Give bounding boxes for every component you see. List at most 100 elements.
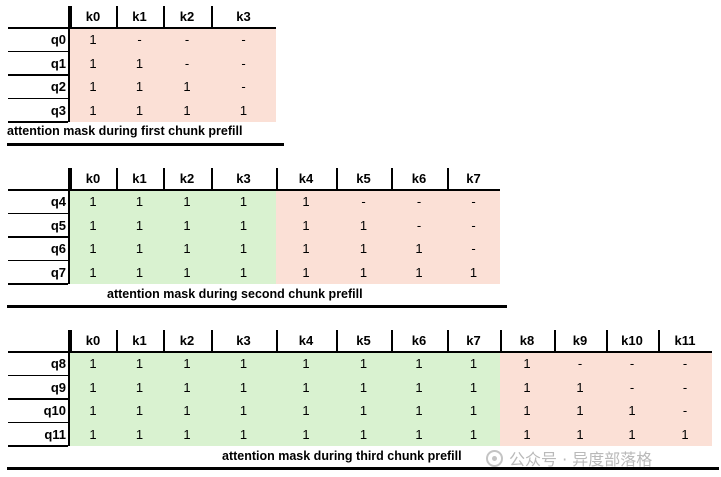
- mask-cell: 1: [359, 241, 368, 256]
- mask-cell: 1: [89, 241, 97, 256]
- mask-cell: 1: [183, 356, 191, 371]
- mask-cell: 1: [302, 426, 310, 442]
- table-caption: attention mask during second chunk prefi…: [107, 287, 363, 301]
- mask-cell: 1: [415, 426, 423, 442]
- header-separator: [211, 6, 213, 28]
- mask-cell: 1: [415, 379, 423, 395]
- column-header: k8: [519, 333, 535, 348]
- mask-cell: 1: [469, 403, 478, 418]
- mask-cell: -: [184, 32, 190, 47]
- row-separator: [8, 50, 68, 52]
- wechat-official-account-icon: [486, 449, 503, 467]
- column-header: k5: [356, 171, 371, 186]
- column-header: k11: [674, 333, 696, 348]
- mask-cell: 1: [523, 379, 531, 395]
- header-separator: [163, 6, 165, 28]
- mask-cell: 1: [302, 379, 310, 395]
- column-header: k10: [621, 333, 643, 348]
- row-label-border: [68, 330, 70, 446]
- column-header: k1: [132, 333, 147, 348]
- mask-cell: 1: [239, 379, 248, 395]
- column-header: k6: [411, 171, 427, 186]
- mask-cell: 1: [302, 217, 310, 233]
- header-separator: [336, 330, 338, 352]
- mask-cell: 1: [469, 426, 478, 442]
- header-separator: [447, 168, 449, 190]
- table-caption: attention mask during first chunk prefil…: [7, 124, 243, 138]
- mask-cell: 1: [183, 379, 191, 395]
- mask-cell: 1: [239, 426, 248, 442]
- mask-cell: 1: [135, 379, 144, 395]
- table-bottom-rule: [7, 467, 719, 470]
- mask-cell: 1: [359, 264, 368, 280]
- mask-cell: 1: [183, 79, 191, 94]
- context-region: [70, 352, 500, 446]
- mask-cell: 1: [135, 264, 144, 280]
- column-header: k3: [236, 171, 251, 186]
- mask-cell: 1: [302, 241, 310, 256]
- mask-cell: 1: [135, 194, 144, 209]
- mask-cell: -: [682, 356, 688, 371]
- mask-cell: 1: [359, 379, 368, 395]
- mask-cell: 1: [239, 102, 248, 118]
- row-separator: [8, 259, 68, 261]
- header-separator: [554, 330, 556, 352]
- column-header: k0: [85, 333, 101, 348]
- table-bottom-rule: [7, 143, 284, 146]
- mask-cell: -: [629, 356, 635, 371]
- header-separator: [391, 330, 393, 352]
- mask-cell: 1: [576, 426, 584, 442]
- mask-cell: -: [241, 79, 246, 94]
- row-separator: [8, 97, 68, 99]
- mask-cell: 1: [183, 217, 191, 233]
- mask-cell: 1: [302, 403, 310, 418]
- column-header: k4: [298, 171, 314, 186]
- mask-cell: 1: [135, 356, 144, 371]
- mask-cell: 1: [183, 426, 191, 442]
- mask-cell: 1: [183, 102, 191, 118]
- header-separator: [447, 330, 449, 352]
- mask-cell: 1: [135, 55, 144, 71]
- mask-cell: 1: [359, 356, 368, 371]
- mask-cell: 1: [359, 403, 368, 418]
- header-separator: [163, 168, 165, 190]
- mask-cell: -: [577, 356, 583, 371]
- column-header: k2: [179, 9, 195, 24]
- mask-cell: 1: [89, 356, 97, 371]
- mask-cell: 1: [89, 55, 97, 71]
- row-separator: [8, 374, 68, 376]
- mask-cell: 1: [523, 356, 531, 371]
- header-separator: [658, 330, 660, 352]
- header-separator: [336, 168, 338, 190]
- mask-cell: 1: [469, 356, 478, 371]
- mask-cell: 1: [183, 241, 191, 256]
- row-label: q11: [44, 426, 66, 442]
- mask-cell: 1: [135, 241, 144, 256]
- mask-cell: 1: [89, 264, 97, 280]
- mask-cell: 1: [359, 426, 368, 442]
- mask-cell: 1: [415, 403, 423, 418]
- header-separator: [116, 330, 118, 352]
- header-separator: [70, 330, 72, 352]
- mask-cell: -: [682, 379, 688, 395]
- mask-cell: 1: [359, 217, 368, 233]
- mask-cell: 1: [628, 426, 636, 442]
- mask-cell: 1: [576, 379, 584, 395]
- row-separator: [8, 212, 68, 214]
- row-label: q0: [50, 32, 66, 47]
- header-separator: [70, 6, 72, 28]
- watermark-text: 公众号 · 异度部落格: [509, 450, 653, 469]
- mask-cell: 1: [89, 379, 97, 395]
- mask-cell: 1: [89, 217, 97, 233]
- mask-cell: 1: [183, 194, 191, 209]
- header-separator: [391, 168, 393, 190]
- mask-cell: 1: [239, 194, 248, 209]
- row-separator: [8, 421, 68, 423]
- row-label-border: [68, 168, 70, 284]
- column-header: k4: [298, 333, 314, 348]
- header-separator: [276, 330, 278, 352]
- column-header: k2: [179, 171, 195, 186]
- mask-cell: 1: [89, 79, 97, 94]
- mask-cell: 1: [469, 379, 478, 395]
- row-label: q8: [50, 356, 66, 371]
